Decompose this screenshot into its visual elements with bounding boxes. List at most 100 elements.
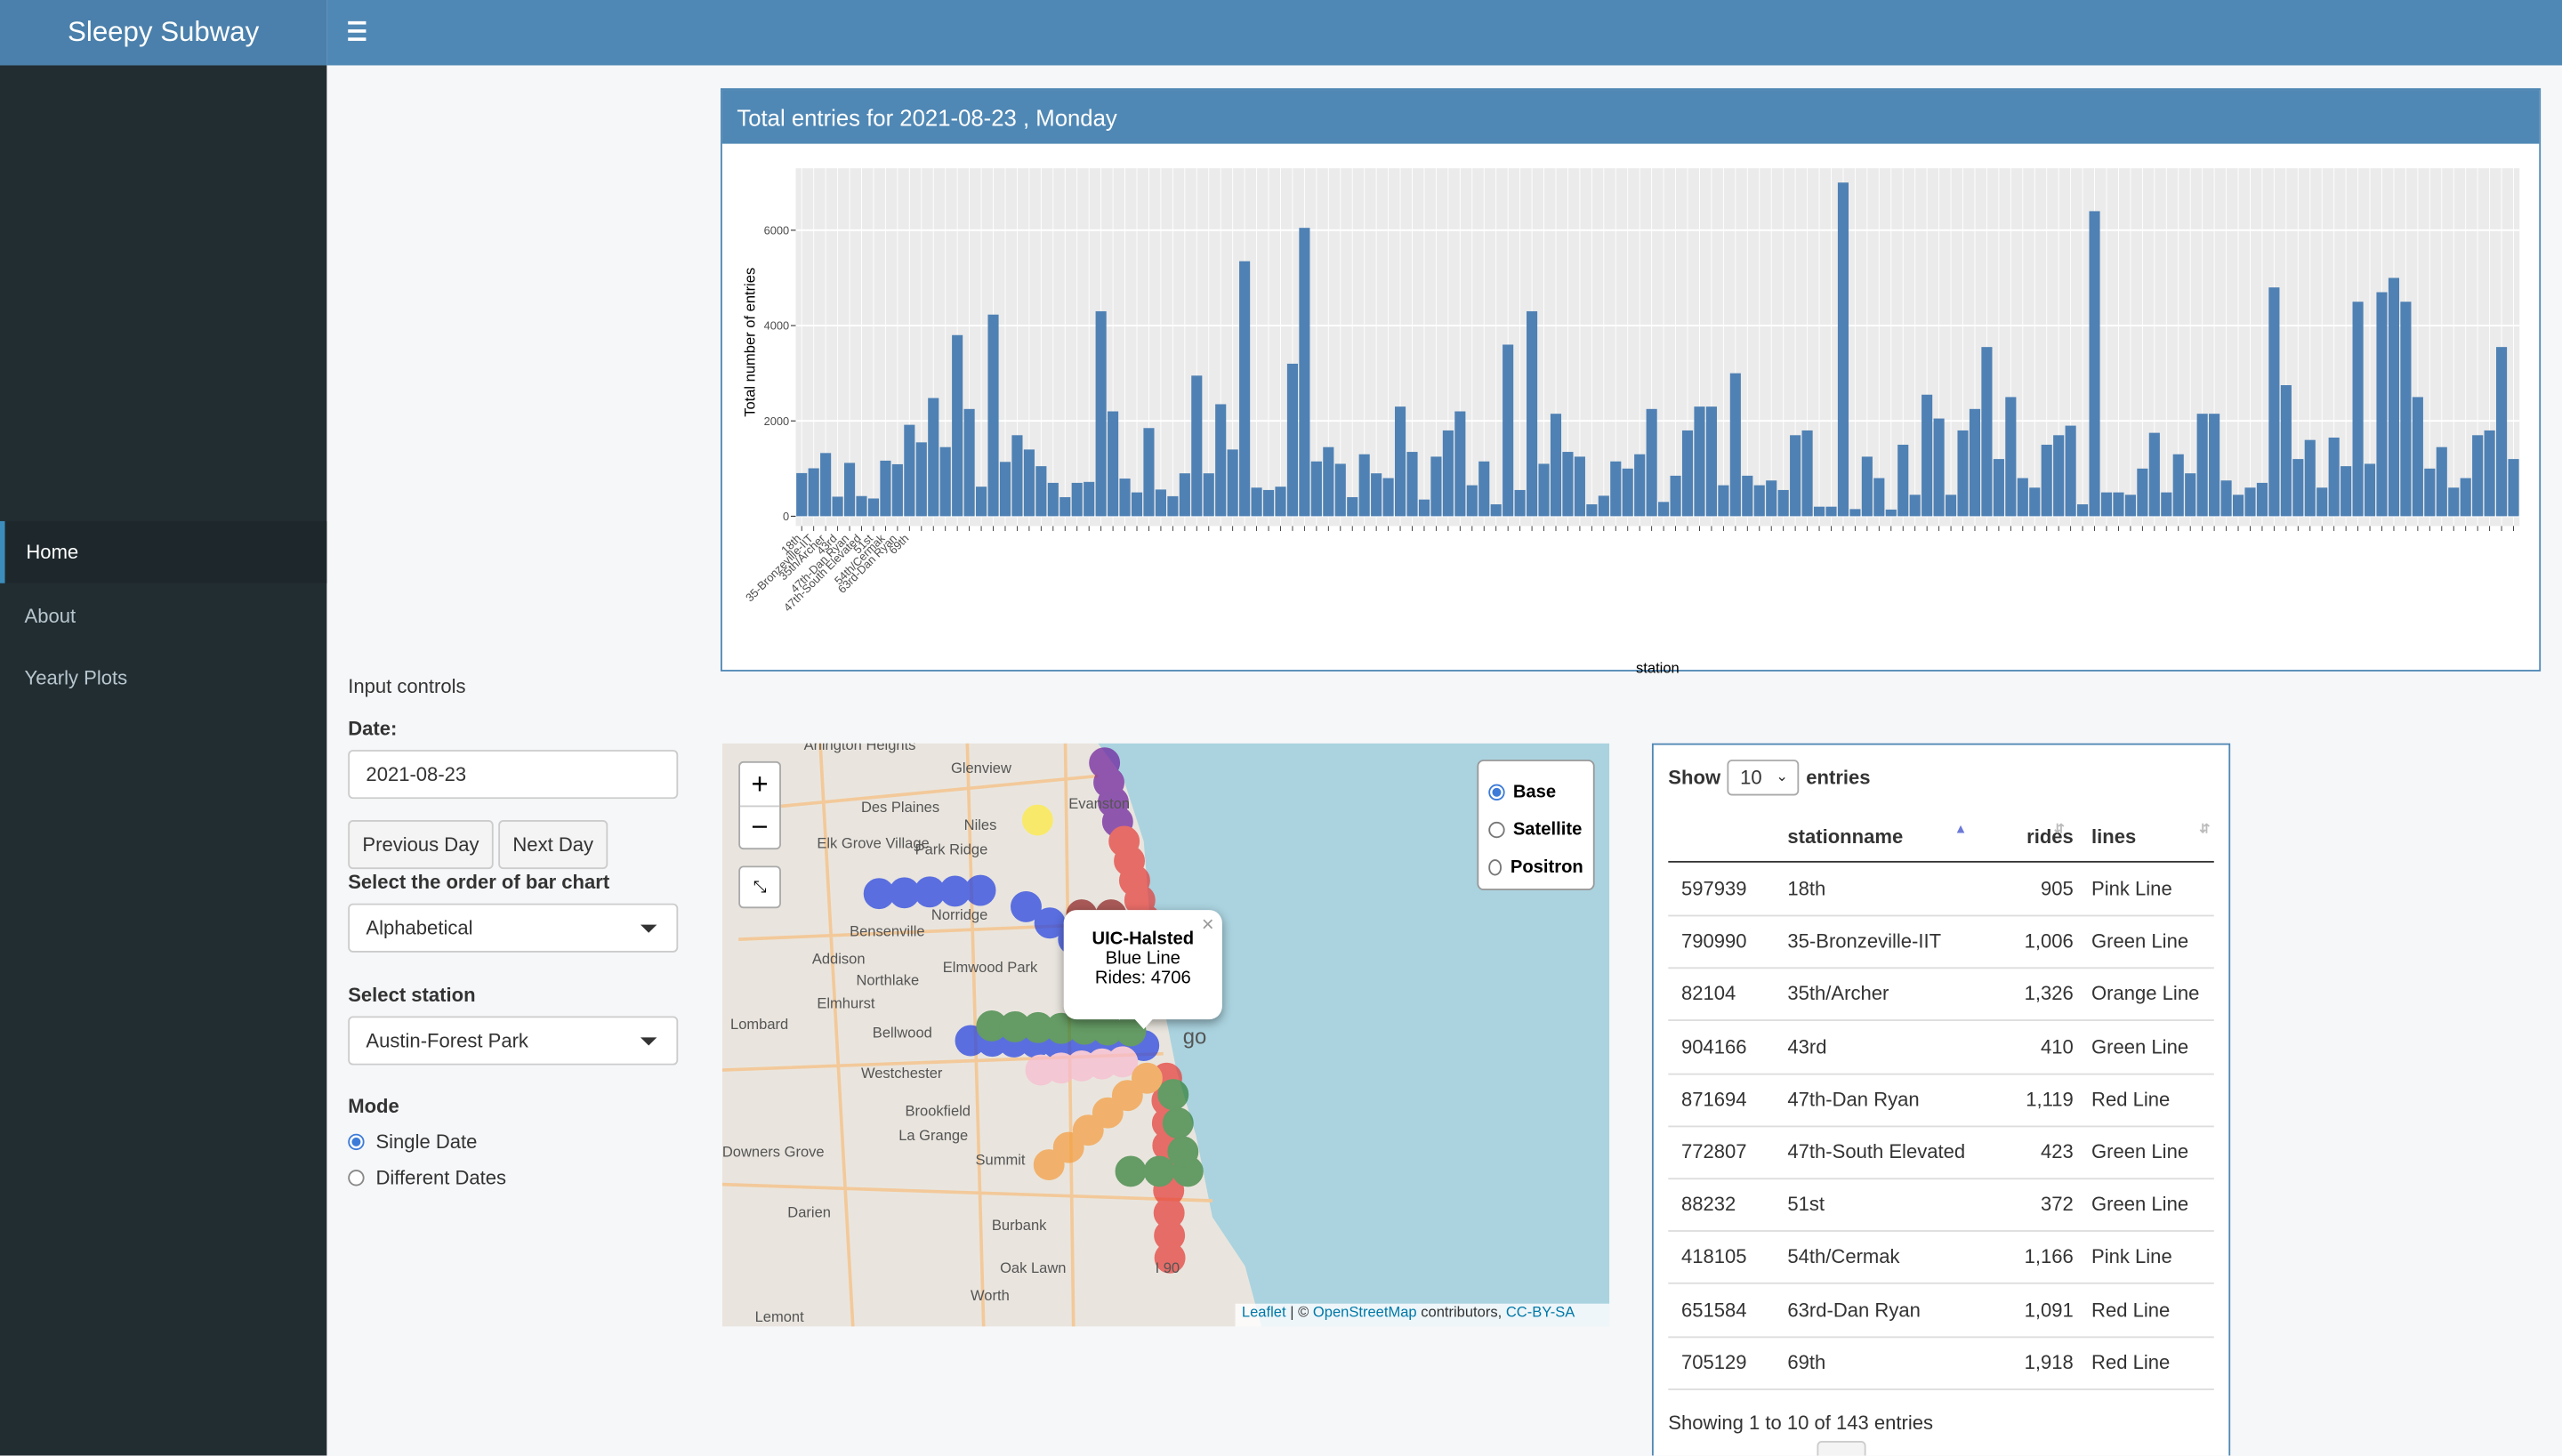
layer-option[interactable]: Base xyxy=(1488,773,1583,810)
zoom-in[interactable]: + xyxy=(740,763,780,808)
bar xyxy=(1215,404,1227,517)
bar xyxy=(2124,495,2136,517)
table-cell: 418105 xyxy=(1681,1245,1747,1269)
bar xyxy=(1933,418,1945,517)
place-label: Northlake xyxy=(856,972,919,989)
place-label: Brookfield xyxy=(906,1102,971,1119)
place-label: Elk Grove Village xyxy=(817,834,929,851)
column-header[interactable]: stationname xyxy=(1787,825,1904,849)
bar xyxy=(2412,397,2423,517)
bar xyxy=(1909,495,1921,517)
bar xyxy=(963,408,975,517)
y-tick-label: 4000 xyxy=(764,319,790,333)
sort-icon: ▲ xyxy=(1954,821,1968,837)
date-input[interactable]: 2021-08-23 xyxy=(348,750,679,800)
bar xyxy=(2172,454,2184,517)
bar xyxy=(832,496,843,517)
bar xyxy=(2113,492,2124,517)
bar xyxy=(2209,414,2220,517)
table-cell: 35-Bronzeville-IIT xyxy=(1787,929,1942,953)
select[interactable]: Austin-Forest Park xyxy=(348,1016,679,1066)
link[interactable]: Leaflet xyxy=(1241,1303,1286,1321)
place-label: Lombard xyxy=(730,1016,788,1033)
bar xyxy=(1753,485,1765,517)
bar xyxy=(2448,487,2460,517)
table-row: 871694 47th-Dan Ryan 1,119 Red Line xyxy=(1668,1073,2214,1127)
sort-icon: ⇵ xyxy=(2199,821,2211,837)
bar xyxy=(1694,406,1705,517)
place-label: Arlington Heights xyxy=(804,744,916,753)
map[interactable]: Arlington Heights Glenview Evanston Des Pla… xyxy=(721,743,1610,1327)
table-row: 597939 18th 905 Pink Line xyxy=(1668,863,2214,917)
x-axis-label: station xyxy=(1636,660,1680,677)
table-cell: 1,006 xyxy=(2024,929,2074,953)
bar xyxy=(1993,459,2004,517)
bar xyxy=(1071,482,1083,517)
button[interactable]: Previous Day xyxy=(348,820,494,870)
table-info: Showing 1 to 10 of 143 entries xyxy=(1668,1411,1934,1435)
bar xyxy=(1167,495,1179,517)
radio[interactable]: Different Dates xyxy=(348,1166,506,1189)
layer-label: Satellite xyxy=(1512,819,1583,840)
select[interactable]: Alphabetical xyxy=(348,903,679,953)
table-row: 904166 43rd 410 Green Line xyxy=(1668,1020,2214,1074)
bar xyxy=(999,462,1011,517)
bar xyxy=(1084,481,1095,517)
bar xyxy=(1275,487,1286,517)
bar xyxy=(1179,473,1190,517)
bar xyxy=(2148,432,2160,517)
table-cell: 871694 xyxy=(1681,1087,1747,1111)
select-value: Austin-Forest Park xyxy=(366,1029,528,1052)
popup-line: Blue Line xyxy=(1105,949,1180,969)
logo[interactable]: Sleepy Subway xyxy=(0,0,327,66)
link[interactable]: OpenStreetMap xyxy=(1312,1303,1417,1321)
bar xyxy=(1969,408,1981,517)
zoom-out[interactable]: − xyxy=(751,810,769,843)
bar xyxy=(820,453,832,517)
bar xyxy=(1310,461,1322,517)
popup-close[interactable]: × xyxy=(1201,911,1214,937)
table-cell: 82104 xyxy=(1681,982,1736,1006)
bar xyxy=(1119,479,1131,517)
table-cell: 410 xyxy=(2041,1034,2074,1058)
layer-option[interactable]: Positron xyxy=(1488,848,1583,885)
length-select[interactable]: 10 ⌄ xyxy=(1727,760,1800,796)
bar xyxy=(2472,435,2484,517)
place-label: Elmwood Park xyxy=(943,959,1038,976)
bar xyxy=(2005,397,2017,517)
bar xyxy=(2256,482,2268,517)
bar xyxy=(1957,430,1969,517)
layer-option[interactable]: Satellite xyxy=(1488,810,1583,848)
bar xyxy=(1897,445,1909,517)
table-cell: Red Line xyxy=(2091,1298,2171,1322)
table-cell: 47th-South Elevated xyxy=(1787,1140,1966,1163)
radio[interactable]: Single Date xyxy=(348,1130,477,1154)
reset-button[interactable]: ⤡ xyxy=(738,865,781,909)
link[interactable]: CC-BY-SA xyxy=(1505,1303,1575,1321)
menu-item[interactable]: Home xyxy=(0,520,327,583)
place-label: Bellwood xyxy=(873,1024,932,1041)
table-cell: 705129 xyxy=(1681,1350,1747,1374)
menu-item[interactable]: Yearly Plots xyxy=(24,666,128,690)
bar xyxy=(1538,463,1550,517)
column-header[interactable]: rides xyxy=(2026,825,2074,849)
place-label: Oak Lawn xyxy=(1000,1259,1066,1276)
bar xyxy=(1946,495,1957,517)
bar xyxy=(1837,182,1849,517)
bar xyxy=(1490,504,1502,517)
column-header[interactable]: lines xyxy=(2091,825,2137,849)
layer-label: Positron xyxy=(1510,857,1583,877)
bar xyxy=(843,463,856,517)
pagination[interactable] xyxy=(1817,1441,1866,1456)
bar-chart: 020004000600018th35-Bronzeville-IIT35th/… xyxy=(742,168,2520,677)
bar xyxy=(2364,463,2376,517)
bar xyxy=(2316,487,2328,517)
table-cell: 35th/Archer xyxy=(1787,982,1889,1006)
bar xyxy=(1454,411,1466,517)
menu-item[interactable]: About xyxy=(24,604,77,628)
button[interactable]: Next Day xyxy=(498,820,608,870)
bar xyxy=(1371,473,1382,517)
menu-toggle[interactable] xyxy=(348,20,367,41)
bar xyxy=(2388,278,2400,517)
bar xyxy=(1347,496,1358,517)
